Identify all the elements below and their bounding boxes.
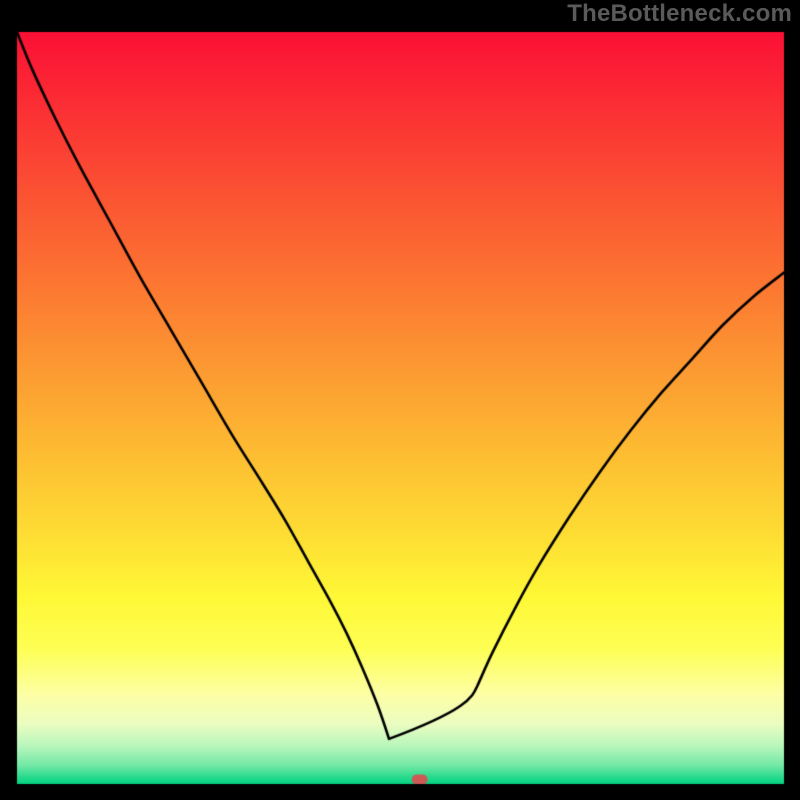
chart-stage: TheBottleneck.com — [0, 0, 800, 800]
bottleneck-chart-canvas — [0, 0, 800, 800]
watermark-text: TheBottleneck.com — [567, 0, 792, 28]
